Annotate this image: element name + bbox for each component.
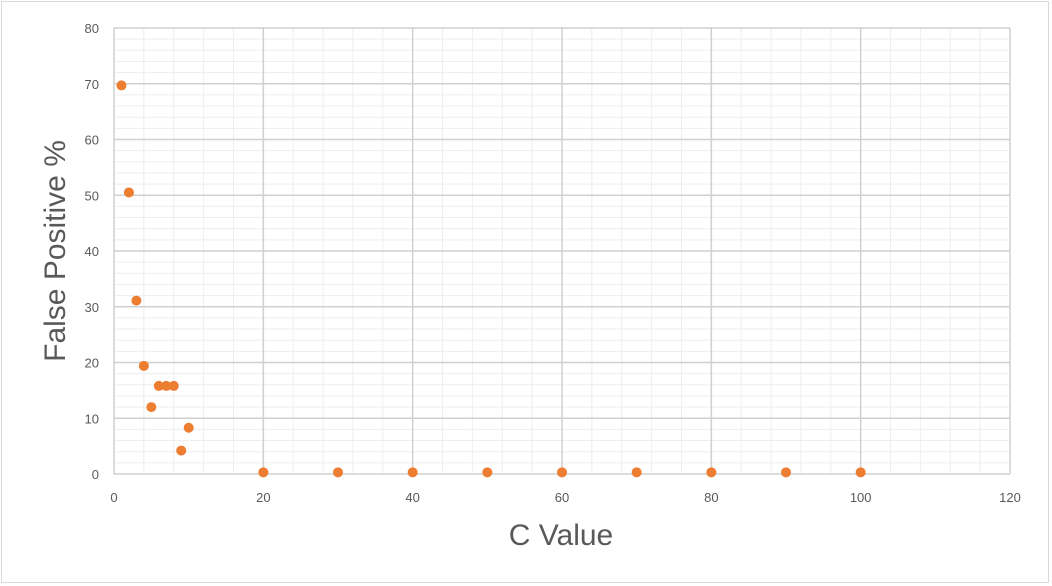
y-tick-label: 60	[85, 133, 99, 148]
x-tick-label: 60	[555, 490, 569, 505]
y-tick-label: 30	[85, 300, 99, 315]
y-tick-label: 50	[85, 188, 99, 203]
y-tick-label: 0	[92, 467, 99, 482]
y-axis-title: False Positive %	[39, 140, 72, 362]
data-point	[153, 380, 164, 391]
y-tick-label: 20	[85, 356, 99, 371]
data-point	[116, 80, 127, 91]
data-point	[557, 467, 567, 478]
data-point	[161, 380, 172, 391]
y-axis-tick-labels: 0 10 20 30 40 50 60 70 80	[85, 21, 99, 482]
data-point	[781, 467, 791, 478]
data-point	[176, 445, 187, 456]
y-tick-label: 10	[85, 411, 99, 426]
data-point	[631, 467, 642, 478]
data-point	[131, 295, 142, 306]
x-tick-label: 120	[999, 490, 1021, 505]
data-point	[146, 402, 157, 413]
data-point	[138, 360, 149, 371]
data-point	[855, 467, 866, 478]
data-point	[482, 467, 493, 478]
x-tick-label: 80	[704, 490, 718, 505]
y-tick-label: 40	[85, 244, 99, 259]
data-point	[258, 467, 269, 478]
x-axis-title: C Value	[509, 519, 614, 552]
data-point	[333, 467, 343, 478]
x-tick-label: 100	[850, 490, 872, 505]
y-tick-label: 80	[85, 21, 99, 36]
x-tick-label: 40	[405, 490, 419, 505]
x-axis-tick-labels: 0 20 40 60 80 100 120	[110, 490, 1020, 505]
data-point	[168, 380, 179, 391]
data-point	[183, 422, 194, 433]
x-tick-label: 20	[256, 490, 270, 505]
data-point	[706, 467, 717, 478]
x-tick-label: 0	[110, 490, 117, 505]
data-point	[407, 467, 418, 478]
data-point	[123, 187, 134, 198]
y-tick-label: 70	[85, 77, 99, 92]
data-points	[116, 80, 866, 478]
